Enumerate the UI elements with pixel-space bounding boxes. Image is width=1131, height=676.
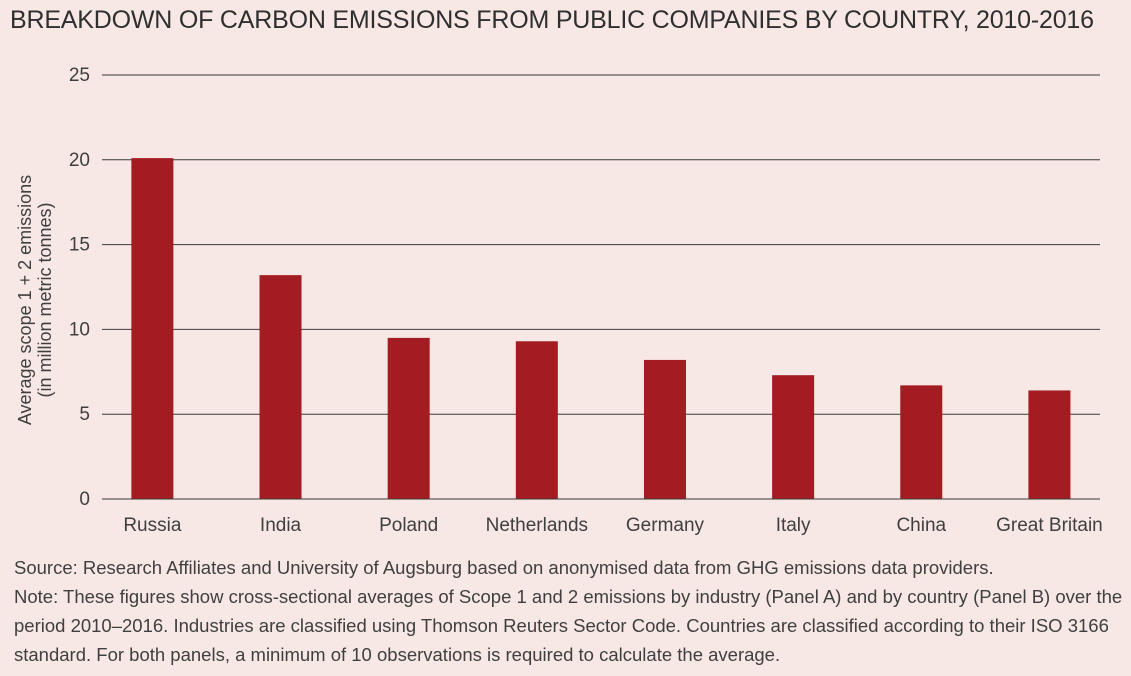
chart-title: BREAKDOWN OF CARBON EMISSIONS FROM PUBLI… xyxy=(10,6,1094,34)
x-tick-label: Italy xyxy=(776,515,811,536)
source-note: Source: Research Affiliates and Universi… xyxy=(14,557,994,578)
y-axis-label-line1: Average scope 1 + 2 emissions xyxy=(15,174,35,426)
y-tick-label: 25 xyxy=(69,65,90,86)
bar-china xyxy=(900,385,943,499)
bar-chart: 0 5 10 15 20 25 Russia India Poland Netherlands Ge… xyxy=(69,65,1103,536)
y-tick-label: 20 xyxy=(69,150,90,171)
x-tick-label: China xyxy=(896,515,946,536)
y-axis-label: Average scope 1 + 2 emissions (in millio… xyxy=(15,155,55,445)
methodology-note: Note: These figures show cross-sectional… xyxy=(14,586,1123,665)
x-tick-label: India xyxy=(260,515,302,536)
x-tick-label: Great Britain xyxy=(996,515,1103,536)
y-tick-label: 5 xyxy=(79,404,90,425)
bar-great-britain xyxy=(1028,390,1071,499)
y-tick-label: 10 xyxy=(69,319,90,340)
x-tick-label: Russia xyxy=(123,515,182,536)
x-tick-label: Germany xyxy=(626,515,705,536)
bar-netherlands xyxy=(515,341,558,499)
bar-italy xyxy=(772,375,815,499)
bar-russia xyxy=(131,158,174,499)
y-tick-label: 15 xyxy=(69,235,90,256)
footnote: Source: Research Affiliates and Universi… xyxy=(14,553,1124,669)
chart-area: 0 5 10 15 20 25 Russia India Poland Netherlands Ge… xyxy=(0,40,1131,550)
x-tick-label: Netherlands xyxy=(486,515,588,536)
y-tick-label: 0 xyxy=(79,489,90,510)
x-tick-label: Poland xyxy=(379,515,438,536)
bar-poland xyxy=(387,337,430,499)
bar-germany xyxy=(643,359,686,499)
bar-india xyxy=(259,275,302,499)
y-axis-label-line2: (in million metric tonnes) xyxy=(35,202,55,398)
